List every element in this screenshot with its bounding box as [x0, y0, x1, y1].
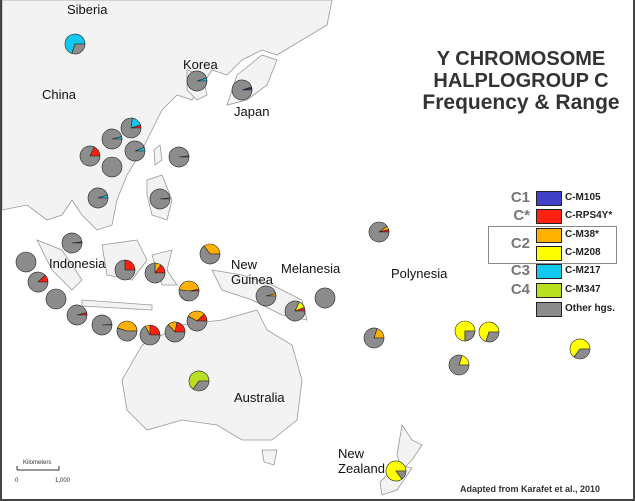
pie-taiwan — [168, 146, 190, 168]
pie-charts — [15, 33, 591, 482]
pie-new-zealand — [385, 460, 407, 482]
pie-bali — [116, 320, 138, 342]
pie-tonga — [478, 321, 500, 343]
pie-java-w — [66, 304, 88, 326]
title-line-3: Frequency & Range — [422, 91, 620, 114]
legend-item-c-m105: C1 C-M105 — [510, 189, 601, 206]
pie-borneo — [114, 259, 136, 281]
pie-philippines — [149, 188, 171, 210]
c2-group-box — [488, 226, 617, 264]
legend-item-c-m208: C2 C-M208 — [492, 236, 632, 261]
pie-java — [91, 314, 113, 336]
region-label: Polynesia — [391, 266, 448, 281]
pie-vietnam — [87, 187, 109, 209]
pie-malaysia — [61, 232, 83, 254]
pie-new-guinea — [255, 285, 277, 307]
pie-micronesia — [368, 221, 390, 243]
pie-cook-islands — [569, 338, 591, 360]
legend-item-c-m217: C3 C-M217 — [510, 262, 601, 279]
title-line-1: Y CHROMOSOME — [436, 48, 606, 70]
legend-item-c-m38: C-M38* — [492, 227, 632, 243]
region-label: Zealand — [338, 461, 385, 476]
region-label: Melanesia — [281, 261, 341, 276]
pie-samoa — [454, 320, 476, 342]
region-label: New — [231, 257, 258, 272]
pie-japan — [231, 79, 253, 101]
pie-vanuatu — [363, 327, 385, 349]
swatch-c-m208 — [536, 246, 562, 261]
pie-fiji — [448, 354, 470, 376]
pie-korea — [186, 70, 208, 92]
pie-sulawesi — [144, 262, 166, 284]
legend-item-other: Other hgs. — [492, 301, 632, 317]
pie-australia — [188, 370, 210, 392]
pie-moluccas — [178, 280, 200, 302]
pie-sumatra — [27, 271, 49, 293]
pie-siberia — [64, 33, 86, 55]
region-label: Guinea — [231, 272, 273, 287]
pie-moluccas-n — [199, 243, 221, 265]
pie-china-w — [79, 145, 101, 167]
region-label: Japan — [234, 104, 270, 119]
region-label: New — [338, 446, 365, 461]
swatch-other — [536, 302, 562, 317]
pie-new-britain — [284, 300, 306, 322]
pie-solomons — [314, 287, 336, 309]
region-label: Siberia — [67, 2, 108, 17]
region-label: Indonesia — [49, 256, 106, 271]
map-title: Y CHROMOSOME HALPLOGROUP C Frequency & R… — [406, 48, 633, 114]
pie-china-n — [101, 128, 123, 150]
swatch-c-m38 — [536, 228, 562, 243]
pie-sumatra-s — [45, 288, 67, 310]
swatch-c-m105 — [536, 191, 562, 206]
pie-china-e — [124, 140, 146, 162]
source-credit: Adapted from Karafet et al., 2010 — [460, 484, 601, 494]
swatch-c-rps4y — [536, 209, 562, 224]
swatch-c-m347 — [536, 283, 562, 298]
pie-flores — [164, 321, 186, 343]
swatch-c-m217 — [536, 264, 562, 279]
pie-china-ne — [120, 117, 142, 139]
title-line-2: HALPLOGROUP C — [433, 70, 609, 92]
pie-sumba — [139, 324, 161, 346]
region-label: Korea — [183, 57, 218, 72]
pie-timor — [186, 310, 208, 332]
region-label: Australia — [234, 390, 285, 405]
scale-bar — [16, 466, 60, 471]
pie-china-s — [101, 156, 123, 178]
pie-sumatra-n — [15, 251, 37, 273]
region-label: China — [42, 87, 76, 102]
legend-item-c-m347: C4 C-M347 — [510, 281, 601, 298]
legend-item-c-rps4y: C* C-RPS4Y* — [513, 207, 613, 224]
